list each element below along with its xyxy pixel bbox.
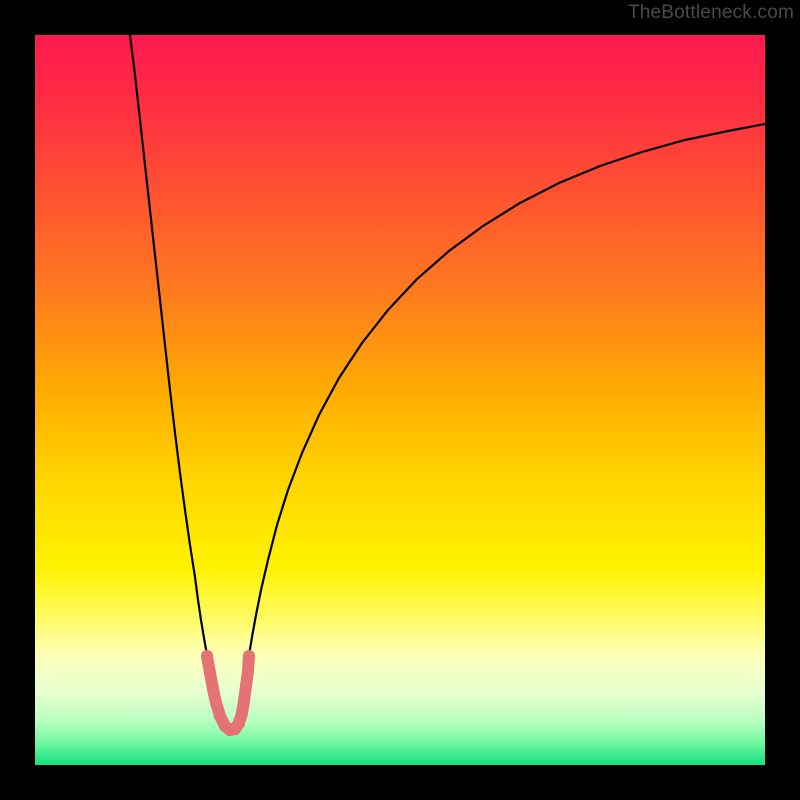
watermark-text: TheBottleneck.com xyxy=(628,2,794,24)
marker-dot xyxy=(238,695,250,707)
marker-dot xyxy=(236,707,248,719)
chart-container: TheBottleneck.com xyxy=(0,0,800,800)
right-curve xyxy=(249,124,765,655)
marker-dot xyxy=(242,665,254,677)
marker-dot xyxy=(240,680,252,692)
marker-dot xyxy=(210,697,222,709)
marker-dot xyxy=(243,650,255,662)
plot-area xyxy=(35,35,765,765)
left-curve xyxy=(130,35,207,655)
marker-dot xyxy=(207,683,219,695)
curve-layer xyxy=(35,35,765,765)
marker-dot xyxy=(201,650,213,662)
marker-dot xyxy=(204,667,216,679)
